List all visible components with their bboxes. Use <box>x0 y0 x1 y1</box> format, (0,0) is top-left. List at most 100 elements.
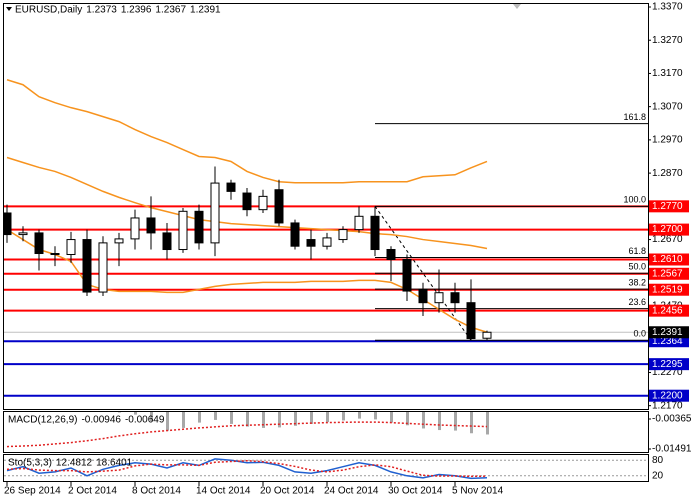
candle-body <box>290 222 300 247</box>
macd-bar <box>310 412 313 424</box>
macd-bar <box>246 412 249 427</box>
macd-bar <box>182 412 185 428</box>
header-text: Sto(5,3,3) <box>8 458 52 469</box>
panel-tick-label: 80 <box>652 455 664 466</box>
y-tick-label: 1.2670 <box>652 234 683 245</box>
y-tick-label: 1.3270 <box>652 35 683 46</box>
panel-tick-label: -0.01491 <box>652 444 692 455</box>
level-label: 1.2456 <box>652 305 683 316</box>
level-label-box <box>649 253 689 266</box>
x-tick-label: 30 Oct 2014 <box>388 486 443 497</box>
candle-body <box>98 242 108 293</box>
macd-bar <box>438 412 441 431</box>
candle-body <box>370 215 380 251</box>
macd-bar <box>454 412 457 431</box>
candle-body <box>226 182 236 192</box>
level-label-box <box>649 283 689 296</box>
candle-body <box>354 215 364 231</box>
fib-label: 161.8 <box>623 112 646 122</box>
x-tick-label: 8 Oct 2014 <box>132 486 181 497</box>
y-tick-label: 1.3370 <box>652 2 683 13</box>
price-label-box <box>649 326 689 339</box>
candle-body <box>466 302 476 340</box>
candle-body <box>242 192 252 211</box>
y-tick-label: 1.2970 <box>652 135 683 146</box>
macd-plot <box>6 412 489 448</box>
candle-body <box>4 212 12 236</box>
fib-label: 23.6 <box>628 297 646 307</box>
indicator-line <box>6 459 488 478</box>
macd-bar <box>406 412 409 426</box>
menu-triangle[interactable] <box>6 7 12 11</box>
shift-marker <box>513 4 521 9</box>
macd-bar <box>342 412 345 421</box>
macd-bar <box>374 412 377 420</box>
candle-body <box>338 229 348 241</box>
level-label: 1.2364 <box>652 336 683 347</box>
candle-body <box>162 232 172 251</box>
header-text: EURUSD,Daily <box>15 5 82 16</box>
macd-frame <box>3 411 649 453</box>
candle-body <box>50 253 60 256</box>
level-label: 1.2700 <box>652 224 683 235</box>
level-label-box <box>649 389 689 402</box>
x-tick-label: 24 Oct 2014 <box>324 486 379 497</box>
candle-body <box>274 189 284 224</box>
candle-body <box>322 237 332 247</box>
candle-body <box>114 238 124 244</box>
fib-label: 38.2 <box>628 277 646 287</box>
candle-body <box>34 232 44 255</box>
macd-bar <box>422 412 425 429</box>
macd-bar <box>278 412 281 428</box>
macd-bar <box>326 412 329 423</box>
macd-bar <box>262 412 265 428</box>
candle-body <box>258 195 268 211</box>
band-line <box>6 79 488 184</box>
panel-tick-label: -0.00365 <box>652 414 692 425</box>
header-text: -0.00946 <box>81 415 121 426</box>
level-label: 1.2519 <box>652 284 683 295</box>
level-label-box <box>649 223 689 236</box>
main-plot: 161.8 100.0 61.8 50.0 38.2 23.6 0.0 <box>4 79 648 397</box>
y-tick-label: 1.3070 <box>652 101 683 112</box>
candle-body <box>482 331 492 339</box>
y-tick-label: 1.2870 <box>652 168 683 179</box>
level-label-box <box>649 267 689 280</box>
band-line <box>6 156 488 250</box>
candle-body <box>66 239 76 256</box>
candle-body <box>130 217 140 240</box>
macd-bar <box>486 412 489 435</box>
y-tick-label: 1.2270 <box>652 367 683 378</box>
macd-bar <box>198 412 201 423</box>
x-tick-label: 5 Nov 2014 <box>452 486 504 497</box>
header-text: 1.2373 <box>86 5 117 16</box>
level-label: 1.2770 <box>652 201 683 212</box>
level-label-box <box>649 358 689 371</box>
macd-bar <box>470 412 473 434</box>
level-label: 1.2295 <box>652 359 683 370</box>
candle-body <box>306 239 316 247</box>
stochastic-frame <box>3 454 649 482</box>
level-label: 1.2610 <box>652 254 683 265</box>
header-text: MACD(12,26,9) <box>8 415 77 426</box>
header-text: 1.2391 <box>190 5 221 16</box>
candle-body <box>194 210 204 244</box>
candle-body <box>434 292 444 304</box>
macd-bar <box>358 412 361 419</box>
candle-body <box>402 258 412 292</box>
header-text: 1.2367 <box>155 5 186 16</box>
level-label: 1.2567 <box>652 268 683 279</box>
header-text: -0.00649 <box>125 415 165 426</box>
level-label: 1.2200 <box>652 390 683 401</box>
candle-body <box>210 182 220 244</box>
indicator-line <box>6 458 488 480</box>
header-text: 1.2396 <box>121 5 152 16</box>
candle-body <box>82 239 92 293</box>
x-tick-label: 20 Oct 2014 <box>260 486 315 497</box>
header-text: 18.6401 <box>96 458 133 469</box>
candle-body <box>450 292 460 304</box>
panel-tick-label: 20 <box>652 470 664 481</box>
candle-body <box>178 210 188 251</box>
y-tick-label: 1.2170 <box>652 400 683 411</box>
